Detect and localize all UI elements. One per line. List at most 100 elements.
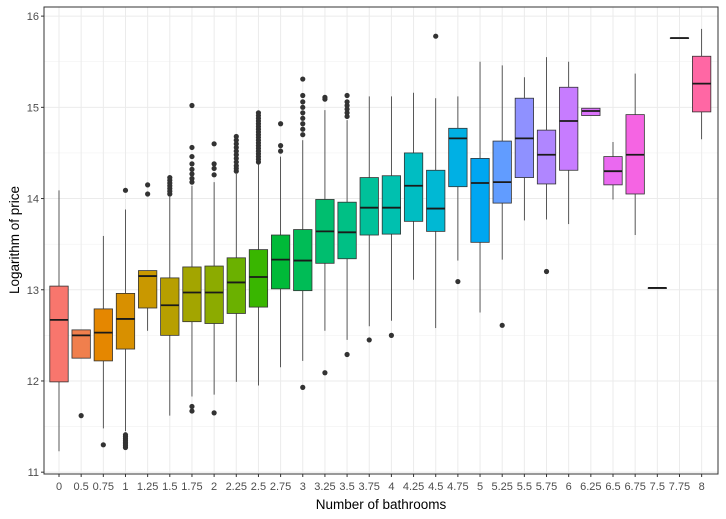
- box-iqr: [426, 169, 446, 232]
- x-tick-label: 3.25: [314, 481, 335, 493]
- y-tick-label: 16: [27, 11, 39, 23]
- outlier-point: [543, 268, 550, 275]
- box-2.25: [226, 133, 246, 382]
- outlier-point: [189, 102, 195, 109]
- y-axis-title: Logarithm of price: [7, 186, 22, 294]
- box-6.25: [581, 107, 601, 116]
- y-tick-label: 11: [28, 467, 39, 479]
- outlier-point: [233, 159, 239, 165]
- box-6.75: [625, 73, 645, 236]
- box-1: [115, 187, 136, 451]
- box-iqr: [359, 177, 379, 236]
- outlier-point: [211, 161, 217, 167]
- outlier-point: [145, 191, 151, 197]
- box-6.5: [603, 141, 623, 200]
- box-iqr: [160, 277, 180, 336]
- outlier-point: [189, 161, 195, 167]
- outlier-point: [455, 278, 461, 285]
- x-tick-label: 4.5: [428, 481, 443, 493]
- x-tick-label: 6.25: [580, 481, 601, 493]
- y-axis: 11 12 13 14 15 16: [27, 11, 44, 479]
- box-iqr: [337, 201, 357, 260]
- x-tick-label: 2.25: [226, 481, 247, 493]
- outlier-point: [78, 413, 84, 419]
- box-3.5: [337, 92, 357, 358]
- y-tick-label: 14: [27, 194, 39, 206]
- outlier-point: [344, 110, 350, 116]
- box-3: [293, 76, 313, 390]
- box-5.25: [492, 65, 512, 328]
- outlier-point: [278, 148, 284, 154]
- box-iqr: [470, 158, 490, 243]
- outlier-point: [189, 171, 195, 177]
- outlier-point: [233, 155, 239, 162]
- outlier-point: [433, 33, 439, 39]
- outlier-point: [300, 115, 306, 121]
- outlier-point: [300, 384, 306, 390]
- outlier-point: [278, 121, 284, 127]
- outlier-point: [189, 175, 195, 182]
- outlier-point: [211, 165, 217, 172]
- x-tick-label: 5.25: [491, 481, 512, 493]
- outlier-point: [211, 410, 217, 416]
- box-3.75: [359, 96, 379, 343]
- x-tick-label: 6.75: [624, 481, 645, 493]
- box-2.75: [270, 121, 291, 368]
- outlier-point: [189, 144, 195, 151]
- box-0.75: [93, 235, 113, 448]
- y-tick-label: 15: [27, 102, 39, 114]
- box-iqr: [71, 329, 91, 359]
- box-4.25: [403, 92, 424, 280]
- x-tick-label: 8: [699, 481, 705, 493]
- panel-background: [44, 7, 718, 474]
- box-iqr: [448, 127, 468, 188]
- outlier-point: [499, 322, 505, 328]
- x-axis: 0 0.5 0.75 1 1.25 1.5 1.75 2 2.25 2.5 2.75 3 3.25 3.5…: [56, 474, 705, 493]
- outlier-point: [300, 121, 306, 127]
- box-iqr: [559, 86, 579, 171]
- x-tick-label: 0.5: [74, 481, 89, 493]
- outlier-point: [211, 172, 217, 178]
- outlier-point: [344, 99, 350, 105]
- x-tick-label: 1.75: [181, 481, 202, 493]
- outlier-point: [300, 132, 306, 138]
- box-5: [470, 61, 490, 313]
- outlier-point: [189, 403, 195, 410]
- x-tick-label: 1: [122, 481, 128, 493]
- outlier-point: [189, 179, 195, 185]
- outlier-point: [300, 76, 306, 82]
- x-tick-label: 0.75: [93, 481, 114, 493]
- box-iqr: [536, 129, 557, 185]
- box-7.75: [669, 37, 690, 39]
- outlier-point: [388, 332, 394, 338]
- outlier-point: [211, 141, 217, 147]
- x-tick-label: 6: [566, 481, 572, 493]
- x-tick-label: 1.5: [162, 481, 177, 493]
- outlier-point: [233, 144, 239, 151]
- box-iqr: [270, 234, 291, 290]
- outlier-point: [233, 137, 239, 143]
- box-2.5: [248, 110, 269, 386]
- box-1.5: [160, 174, 180, 416]
- outlier-point: [233, 148, 239, 154]
- outlier-point: [189, 408, 195, 414]
- outlier-point: [167, 174, 173, 181]
- box-0: [49, 190, 69, 452]
- y-tick-label: 12: [27, 376, 39, 388]
- box-iqr: [182, 266, 202, 323]
- x-axis-title: Number of bathrooms: [316, 497, 447, 512]
- x-tick-label: 2.75: [270, 481, 291, 493]
- box-iqr: [115, 293, 136, 350]
- box-3.25: [315, 94, 335, 376]
- boxes-layer: [49, 28, 712, 452]
- outlier-point: [189, 166, 195, 172]
- x-tick-label: 3.5: [339, 481, 354, 493]
- outlier-point: [322, 370, 328, 376]
- x-tick-label: 3.75: [359, 481, 380, 493]
- box-8: [692, 28, 712, 140]
- box-iqr: [226, 257, 246, 314]
- outlier-point: [278, 143, 284, 149]
- box-2: [204, 141, 224, 416]
- x-tick-label: 4: [388, 481, 394, 493]
